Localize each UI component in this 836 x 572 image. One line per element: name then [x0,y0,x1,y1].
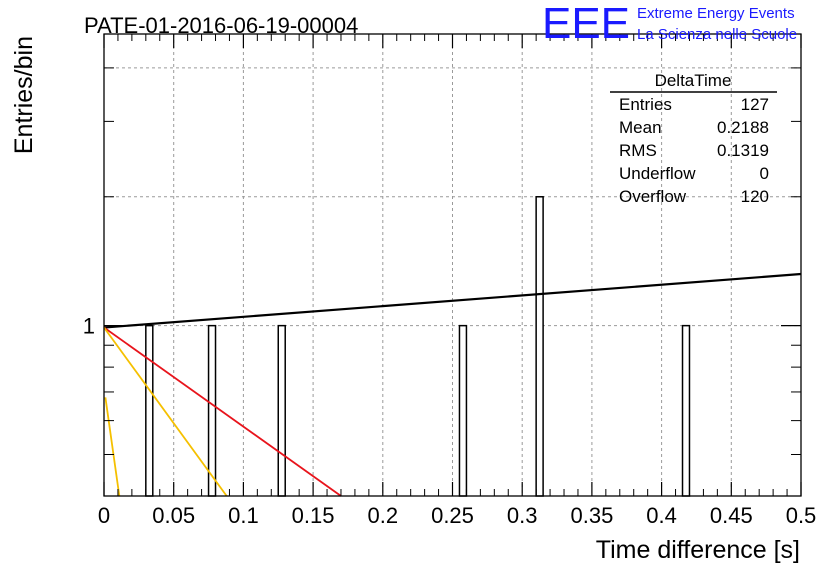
x-tick-label: 0.4 [646,503,677,528]
x-tick-label: 0 [98,503,110,528]
eee-logo: EEE [542,0,630,48]
stats-row-label: RMS [619,141,657,160]
fit-line-yellow [103,326,228,497]
stats-row-label: Overflow [619,187,687,206]
x-tick-label: 0.5 [786,503,817,528]
stats-title: DeltaTime [655,71,732,90]
histogram-bin [681,324,691,497]
logo-line-1: Extreme Energy Events [637,5,795,22]
y-tick-label: 1 [83,314,95,339]
x-tick-label: 0.25 [431,503,474,528]
y-tick-labels: 1 [83,314,95,339]
axis-ticks [103,34,802,496]
logo-line-2: La Scienza nelle Scuole [637,26,797,43]
stats-row-value: 0 [760,164,769,183]
stats-row-label: Mean [619,118,662,137]
stats-row-value: 0.2188 [717,118,769,137]
x-tick-label: 0.15 [292,503,335,528]
fit-line-yellow [104,397,121,497]
x-tick-label: 0.05 [152,503,195,528]
x-tick-label: 0.45 [710,503,753,528]
histogram-bin [277,324,286,497]
histogram-bin [535,196,544,497]
x-axis-label: Time difference [s] [596,536,800,564]
fit-lines [103,272,802,497]
stats-row-value: 0.1319 [717,141,769,160]
stats-box: DeltaTime Entries 127 Mean 0.2188 RMS 0.1319 U… [610,71,777,206]
histogram-bins [145,196,691,497]
histogram-bin [207,324,217,497]
x-tick-label: 0.2 [368,503,399,528]
run-title: PATE-01-2016-06-19-00004 [84,13,358,38]
stats-row-label: Entries [619,95,672,114]
x-tick-labels: 0 0.05 0.1 0.15 0.2 0.25 0.3 0.35 0.4 0.45 0.5 [98,503,816,528]
histogram-bin [458,324,468,497]
stats-row-label: Underflow [619,164,696,183]
stats-row-value: 127 [741,95,769,114]
histogram-bin [145,324,154,497]
x-tick-label: 0.35 [570,503,613,528]
stats-row-value: 120 [741,187,769,206]
stats-rows: Entries 127 Mean 0.2188 RMS 0.1319 Underflow 0 O… [619,95,769,206]
x-tick-label: 0.1 [228,503,259,528]
grid-lines [104,34,801,496]
x-tick-label: 0.3 [507,503,538,528]
y-axis-label: Entries/bin [10,36,38,154]
fit-line-red [103,326,342,497]
fit-line-black [103,272,802,329]
